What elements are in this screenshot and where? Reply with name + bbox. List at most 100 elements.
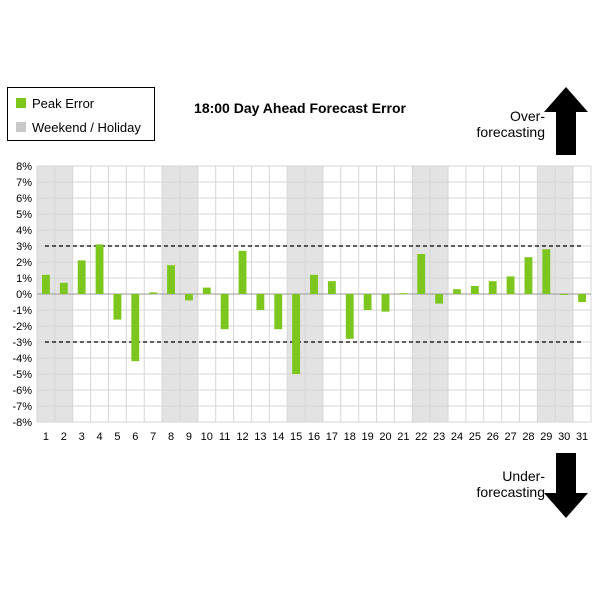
x-tick-label: 17 xyxy=(326,431,338,443)
bar-day-21 xyxy=(399,293,408,295)
y-tick-label: -5% xyxy=(12,369,32,381)
x-tick-label: 14 xyxy=(272,431,284,443)
legend-item-weekend-holiday: Weekend / Holiday xyxy=(16,118,141,136)
x-tick-label: 28 xyxy=(522,431,534,443)
x-tick-label: 31 xyxy=(576,431,588,443)
bar-day-13 xyxy=(256,294,265,310)
bar-day-23 xyxy=(435,294,444,304)
bar-day-24 xyxy=(453,289,461,294)
x-tick-label: 24 xyxy=(451,431,463,443)
y-tick-label: -2% xyxy=(12,321,32,333)
x-tick-label: 23 xyxy=(433,431,445,443)
over-forecasting-line1: Over- xyxy=(510,108,545,124)
y-tick-label: -1% xyxy=(12,305,32,317)
bar-day-3 xyxy=(77,260,86,294)
bar-day-27 xyxy=(506,276,515,294)
x-tick-label: 6 xyxy=(132,431,138,443)
x-tick-label: 16 xyxy=(308,431,320,443)
y-tick-label: 3% xyxy=(16,241,32,253)
bar-day-28 xyxy=(524,257,533,294)
x-tick-label: 25 xyxy=(469,431,481,443)
y-tick-label: 0% xyxy=(16,289,32,301)
x-tick-label: 12 xyxy=(236,431,248,443)
bar-day-25 xyxy=(470,286,479,294)
bar-day-19 xyxy=(363,294,372,310)
under-forecasting-label: Under- forecasting xyxy=(440,468,545,500)
y-tick-label: 5% xyxy=(16,209,32,221)
x-tick-label: 18 xyxy=(344,431,356,443)
bar-day-1 xyxy=(42,274,50,294)
bar-day-18 xyxy=(345,294,354,339)
under-forecasting-line1: Under- xyxy=(502,468,545,484)
y-tick-label: -8% xyxy=(12,417,32,429)
x-tick-label: 15 xyxy=(290,431,302,443)
x-tick-label: 3 xyxy=(79,431,85,443)
y-tick-label: -3% xyxy=(12,337,32,349)
y-tick-label: 6% xyxy=(16,193,32,205)
reference-lines xyxy=(45,245,583,343)
bar-day-12 xyxy=(238,250,247,294)
bar-day-9 xyxy=(184,294,193,301)
y-tick-label: 4% xyxy=(16,225,32,237)
y-tick-label: -7% xyxy=(12,401,32,413)
bar-day-31 xyxy=(578,294,586,302)
x-tick-label: 21 xyxy=(397,431,409,443)
bar-day-29 xyxy=(542,249,551,294)
x-axis-ticks: 1 2 3 4 5 6 7 8 9 10 11 12 13 14 15 16 17 18 19 20 21 22 23 24 2… xyxy=(43,431,588,443)
bar-day-17 xyxy=(327,281,336,294)
over-forecasting-line2: forecasting xyxy=(476,124,545,140)
bar-day-30 xyxy=(560,294,569,295)
x-tick-label: 30 xyxy=(558,431,570,443)
x-tick-label: 20 xyxy=(379,431,391,443)
bar-day-26 xyxy=(488,281,497,294)
y-tick-label: 2% xyxy=(16,257,32,269)
x-tick-label: 9 xyxy=(186,431,192,443)
x-tick-label: 1 xyxy=(43,431,49,443)
x-tick-label: 26 xyxy=(487,431,499,443)
legend: Peak Error Weekend / Holiday xyxy=(7,87,155,141)
x-tick-label: 10 xyxy=(201,431,213,443)
x-tick-label: 7 xyxy=(150,431,156,443)
bars xyxy=(42,244,586,374)
y-tick-label: 7% xyxy=(16,177,32,189)
under-forecasting-line2: forecasting xyxy=(476,484,545,500)
x-tick-label: 2 xyxy=(61,431,67,443)
x-tick-label: 29 xyxy=(540,431,552,443)
arrow-up-icon xyxy=(544,87,588,155)
bar-day-6 xyxy=(131,294,140,362)
y-tick-label: 1% xyxy=(16,273,32,285)
bar-day-11 xyxy=(220,294,229,330)
x-tick-label: 27 xyxy=(504,431,516,443)
legend-item-peak-error: Peak Error xyxy=(16,94,94,112)
bar-day-15 xyxy=(292,294,301,374)
y-tick-label: 8% xyxy=(16,161,32,173)
bar-day-5 xyxy=(113,294,122,320)
bar-day-22 xyxy=(417,254,426,294)
x-tick-label: 8 xyxy=(168,431,174,443)
x-tick-label: 19 xyxy=(361,431,373,443)
y-axis-ticks: 8% 7% 6% 5% 4% 3% 2% 1% 0% -1% -2% -3% -4% -5% -6% -7% -… xyxy=(12,161,32,429)
x-tick-label: 11 xyxy=(219,431,230,443)
legend-label-weekend-holiday: Weekend / Holiday xyxy=(32,119,141,135)
bar-day-7 xyxy=(149,292,158,294)
over-forecasting-label: Over- forecasting xyxy=(440,108,545,140)
bar-day-14 xyxy=(274,294,283,330)
bar-day-16 xyxy=(310,274,318,294)
bar-day-8 xyxy=(167,265,175,294)
x-tick-label: 13 xyxy=(254,431,266,443)
legend-label-peak-error: Peak Error xyxy=(32,95,95,111)
y-tick-label: -4% xyxy=(12,353,32,365)
bar-day-20 xyxy=(381,294,390,312)
x-tick-label: 4 xyxy=(96,431,102,443)
arrow-down-icon xyxy=(544,453,588,518)
legend-swatch-weekend-holiday xyxy=(16,122,26,132)
bar-day-4 xyxy=(95,244,104,294)
y-tick-label: -6% xyxy=(12,385,32,397)
x-tick-label: 5 xyxy=(114,431,120,443)
legend-swatch-peak-error xyxy=(16,98,26,108)
x-tick-label: 22 xyxy=(415,431,427,443)
bar-day-2 xyxy=(59,282,68,294)
chart-title: 18:00 Day Ahead Forecast Error xyxy=(194,100,406,116)
bar-day-10 xyxy=(202,287,211,294)
